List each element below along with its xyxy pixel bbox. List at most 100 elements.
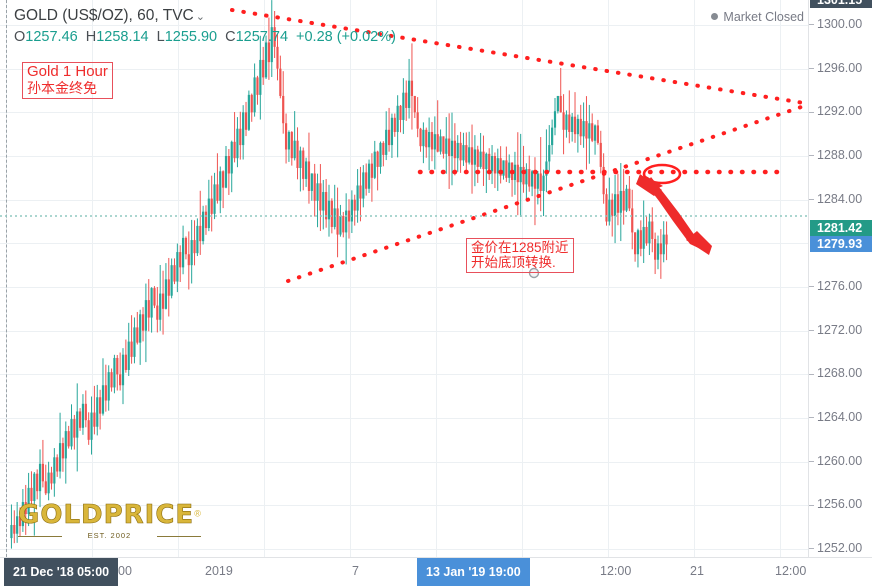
candle-body <box>513 164 517 181</box>
candle-body <box>276 46 279 69</box>
candle-body <box>556 95 559 112</box>
candle-body <box>416 112 419 129</box>
candle-body <box>439 136 442 152</box>
candle-body <box>565 114 568 130</box>
time-tick-label: 7 <box>352 564 359 578</box>
chevron-down-icon[interactable]: ⌄ <box>195 11 205 23</box>
candle-body <box>153 288 156 306</box>
candle-body <box>164 279 168 309</box>
candle-body <box>488 153 491 172</box>
candle-body <box>282 95 285 124</box>
candle-body <box>422 129 425 147</box>
candle-body <box>496 158 499 174</box>
candle-body <box>81 403 85 428</box>
candle-body <box>141 314 145 331</box>
candle-body <box>407 80 411 108</box>
candle-body <box>367 163 371 189</box>
candle-body <box>93 412 96 427</box>
candle-body <box>76 411 79 438</box>
candle-body <box>227 156 230 174</box>
price-tick: 1276.00 <box>809 279 872 293</box>
candle-body <box>61 443 65 459</box>
candle-body <box>373 151 376 178</box>
candle-body <box>536 173 539 189</box>
candle-body <box>136 327 139 343</box>
candle-body <box>184 237 188 255</box>
candle-body <box>573 116 577 135</box>
symbol-title[interactable]: GOLD (US$/OZ), 60, TVC ⌄ <box>14 7 205 25</box>
candle-body <box>210 198 213 214</box>
candle-body <box>568 114 571 132</box>
candle-body <box>665 234 668 245</box>
time-tick-label: 12:00 <box>600 564 632 578</box>
candle-body <box>296 140 299 169</box>
candle-body <box>150 288 153 318</box>
candle-body <box>290 131 293 159</box>
candle-body <box>608 199 611 222</box>
candle-body <box>167 279 170 296</box>
candle-body <box>528 169 531 187</box>
candle-body <box>116 357 119 375</box>
high-value: 1258.14 <box>96 29 149 45</box>
candle-body <box>113 357 116 388</box>
candle-body <box>36 473 39 492</box>
candle-body <box>53 457 56 484</box>
price-tick: 1296.00 <box>809 61 872 75</box>
candle-body <box>468 147 471 163</box>
candle-body <box>119 374 122 386</box>
candle-body <box>651 221 654 239</box>
candle-body <box>259 59 262 95</box>
breakdown-ellipse[interactable] <box>642 163 682 185</box>
candle-body <box>279 68 282 96</box>
descending-resistance-line[interactable] <box>230 8 808 106</box>
candle-body <box>508 162 511 178</box>
candle-body <box>599 142 602 167</box>
price-tick: 1268.00 <box>809 366 872 380</box>
candle-body <box>87 420 90 440</box>
candle-body <box>493 156 497 174</box>
gridline <box>780 0 781 557</box>
candle-body <box>405 92 408 108</box>
candle-body <box>47 472 50 494</box>
candle-body <box>359 185 362 199</box>
candle-body <box>104 385 107 401</box>
time-tick-label: 2019 <box>205 564 233 578</box>
candle-body <box>342 216 345 233</box>
gridline <box>0 156 808 157</box>
price-tick-label: 1264.00 <box>817 410 863 424</box>
candle-body <box>419 128 422 147</box>
logo-established: EST. 2002 <box>18 531 201 540</box>
symbol-text: GOLD (US$/OZ), 60, TVC <box>14 7 194 24</box>
price-tick: 1272.00 <box>809 323 872 337</box>
annotation-box-gold-1-hour[interactable]: Gold 1 Hour 孙本金终免 <box>22 62 113 100</box>
candle-body <box>596 125 600 143</box>
price-tick-label: 1256.00 <box>817 497 863 512</box>
candle-body <box>379 142 382 167</box>
left-boundary-dashed-line <box>6 0 7 557</box>
candle-body <box>101 385 105 414</box>
market-status: Market Closed <box>711 10 804 24</box>
candle-body <box>84 403 87 421</box>
candle-body <box>628 188 631 209</box>
candle-body <box>204 211 208 229</box>
annotation-box-1285-reversal[interactable]: 金价在1285附近 开始底顶转换. <box>466 238 574 274</box>
candle-body <box>313 173 316 201</box>
candle-body <box>21 502 24 527</box>
candle-body <box>370 163 373 178</box>
candle-body <box>465 145 468 163</box>
candle-body <box>38 463 42 492</box>
chart-plot-area[interactable]: Gold 1 Hour 孙本金终免 金价在1285附近 开始底顶转换. GOLD… <box>0 0 808 557</box>
reversal-double-arrow[interactable] <box>636 174 712 255</box>
close-value: 1257.74 <box>235 29 289 45</box>
ascending-support-line[interactable] <box>286 102 808 283</box>
candle-body <box>525 169 528 185</box>
logo-registered-icon: ® <box>194 508 201 519</box>
candle-body <box>202 211 205 242</box>
candle-body <box>107 372 110 401</box>
drawing-overlay[interactable] <box>0 0 808 557</box>
close-label: C <box>225 29 236 45</box>
price-axis[interactable]: 1300.00 1296.00 1292.00 1288.00 1284.00 1276.… <box>808 0 872 557</box>
candle-body <box>90 412 93 440</box>
